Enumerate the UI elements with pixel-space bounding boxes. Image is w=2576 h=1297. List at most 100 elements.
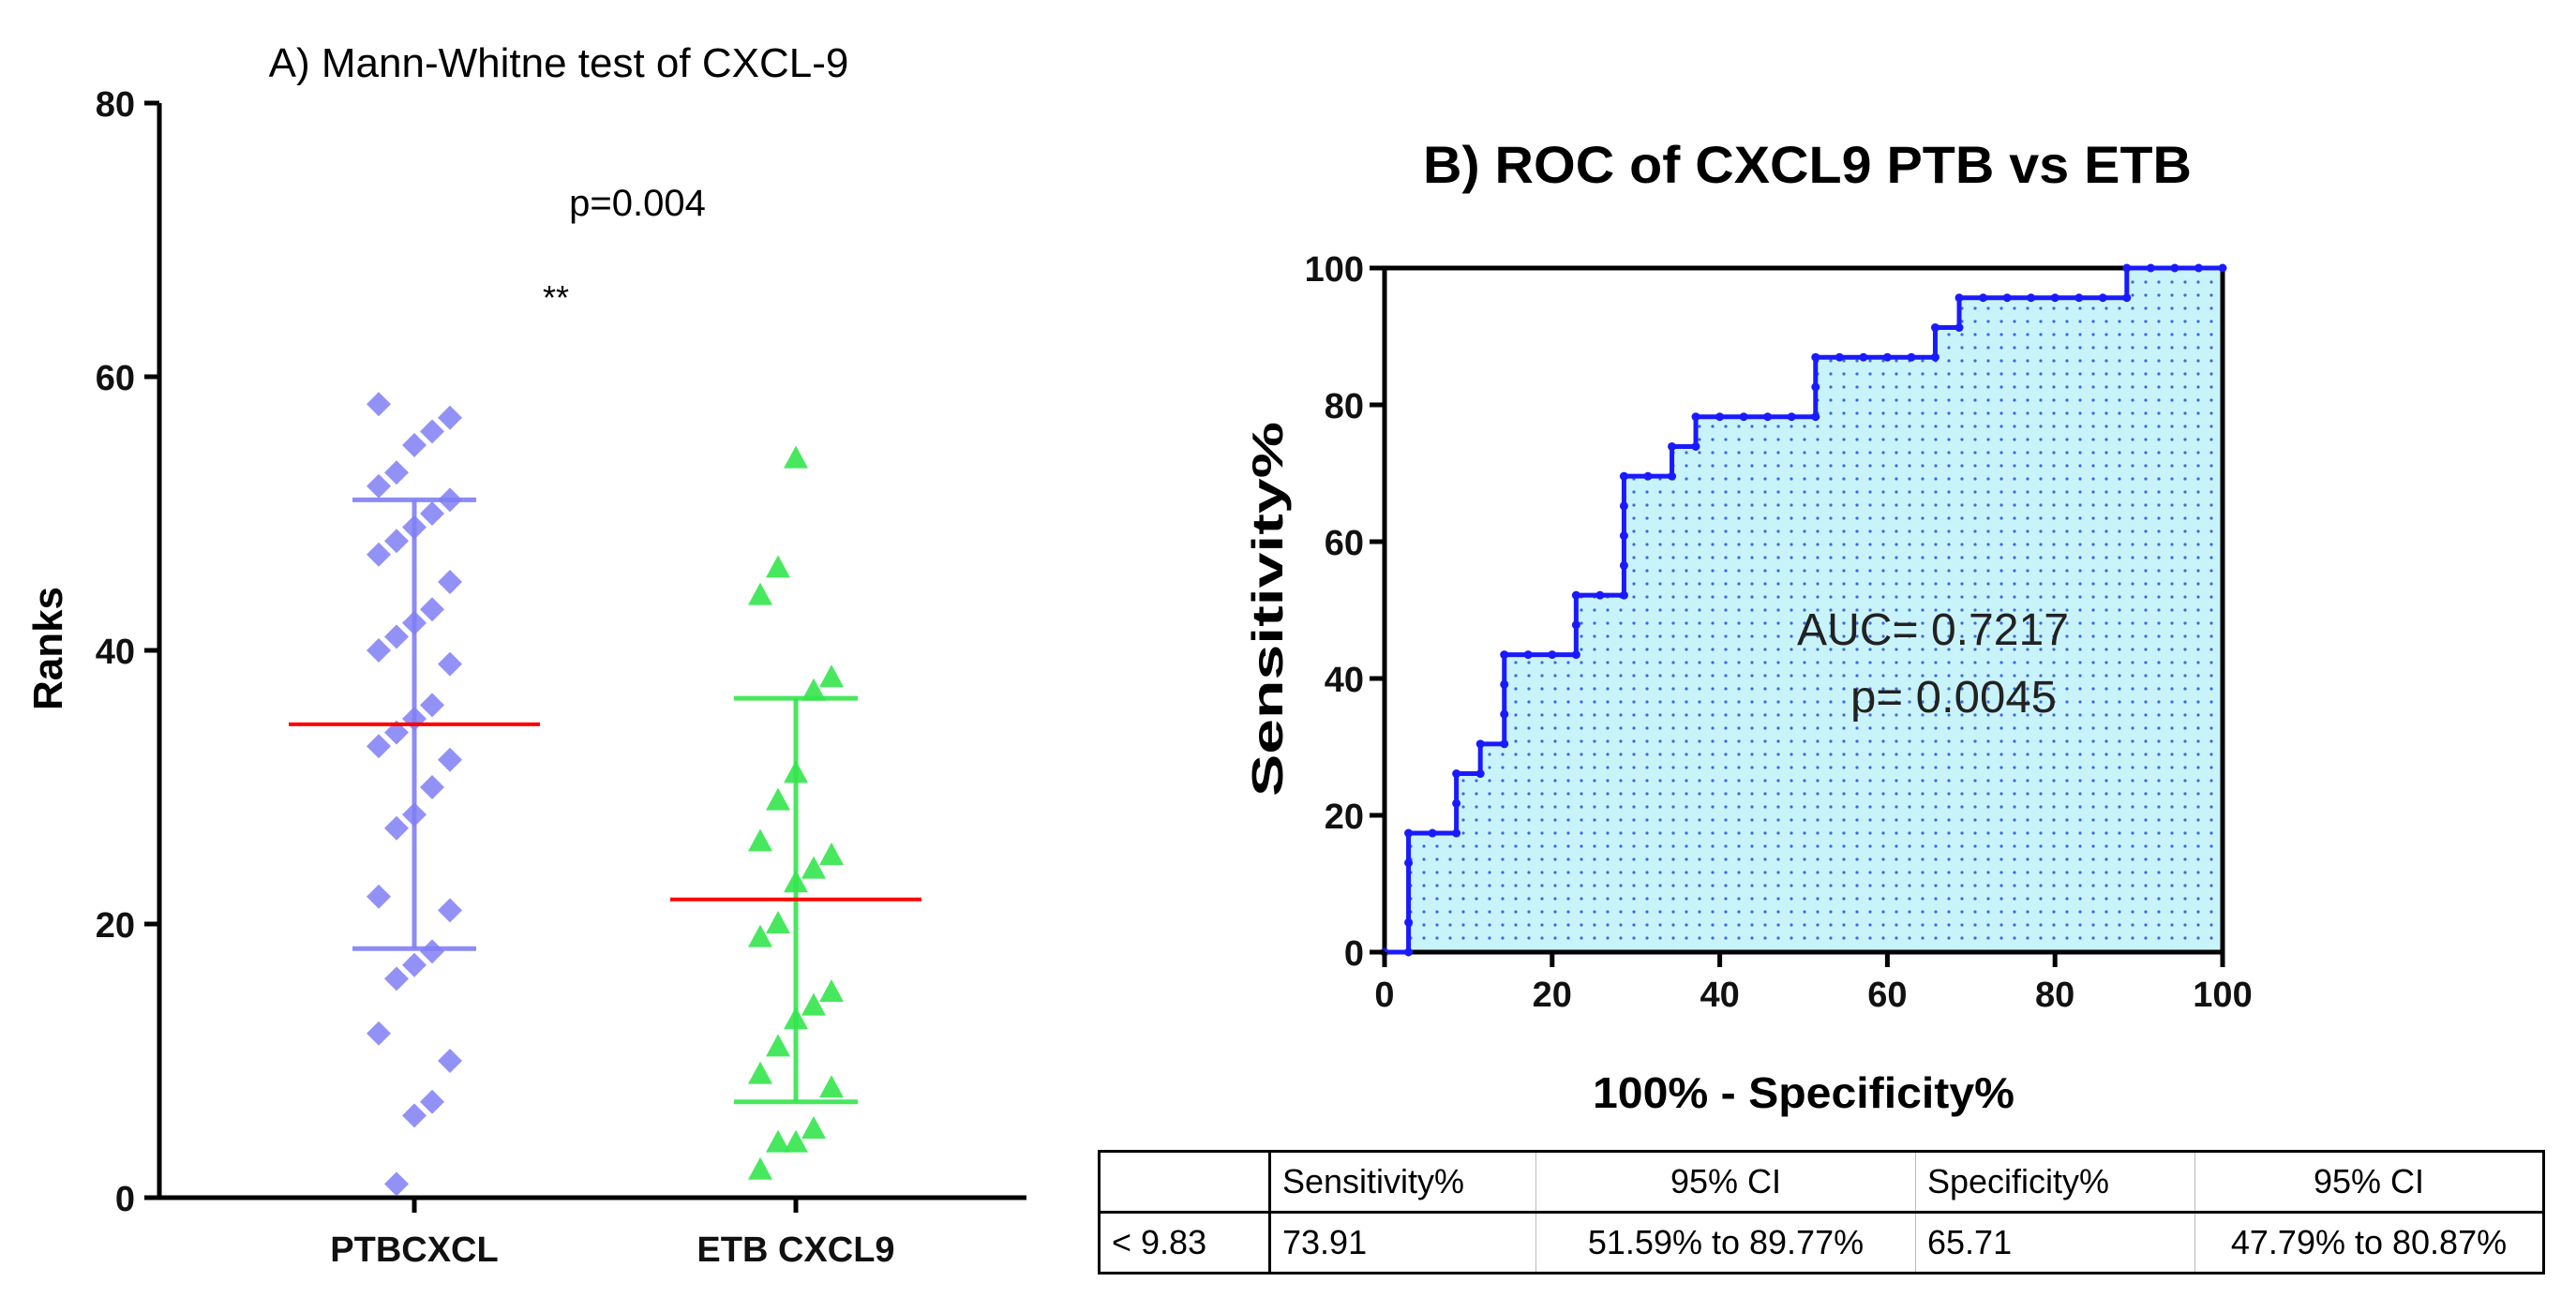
panel-a-y-axis-label: Ranks	[25, 587, 71, 710]
roc-point	[1691, 412, 1700, 422]
etb-data-point	[819, 842, 844, 865]
roc-point	[2170, 263, 2179, 273]
roc-point	[1404, 858, 1414, 868]
ptb-data-point	[384, 624, 409, 649]
roc-point	[1500, 650, 1509, 660]
y-tick-label: 0	[1344, 934, 1364, 974]
ptb-data-point	[402, 952, 427, 977]
etb-data-point	[748, 1061, 772, 1084]
table-header-row: Sensitivity% 95% CI Specificity% 95% CI	[1099, 1151, 2544, 1214]
etb-data-point	[801, 678, 826, 701]
roc-cutoff-table: Sensitivity% 95% CI Specificity% 95% CI …	[1098, 1150, 2545, 1275]
panel-a-scatter: A) Mann-Whitne test of CXCL-9 Ranks p=0.…	[25, 40, 1026, 1270]
roc-point	[1619, 531, 1628, 541]
roc-p-value: p= 0.0045	[1850, 673, 2057, 723]
y-tick-label: 40	[1325, 661, 1364, 700]
table-header-cell: 95% CI	[2194, 1151, 2544, 1214]
x-tick-label: 20	[1533, 976, 1572, 1015]
table-cell: 51.59% to 89.77%	[1535, 1212, 1916, 1274]
ptb-data-point	[384, 720, 409, 745]
roc-point	[1452, 798, 1461, 808]
etb-data-point	[766, 1129, 790, 1153]
x-tick-label: 0	[1374, 976, 1394, 1015]
roc-point	[2027, 293, 2036, 303]
y-tick-label: 40	[96, 633, 135, 672]
roc-point	[1859, 352, 1868, 362]
roc-point	[2002, 293, 2012, 303]
table-cell: < 9.83	[1099, 1212, 1271, 1274]
etb-data-point	[748, 1156, 772, 1180]
roc-point	[2074, 293, 2084, 303]
etb-data-point	[819, 664, 844, 688]
ptb-data-point	[420, 419, 444, 444]
roc-point	[2098, 293, 2107, 303]
ptb-data-point	[384, 966, 409, 991]
panel-b-roc: B) ROC of CXCL9 PTB vs ETB 0 20 40 60 80 100 0…	[1243, 135, 2253, 1117]
panel-a-title: A) Mann-Whitne test of CXCL-9	[269, 40, 849, 86]
ptb-data-point	[438, 747, 462, 772]
table-header-cell: Sensitivity%	[1269, 1151, 1536, 1214]
roc-x-axis-label: 100% - Specificity%	[1593, 1068, 2014, 1117]
roc-point	[1619, 501, 1628, 511]
ptb-data-point	[438, 570, 462, 594]
roc-point	[1739, 412, 1748, 422]
roc-point	[1571, 650, 1580, 660]
roc-point	[1452, 828, 1461, 838]
roc-point	[1404, 947, 1414, 957]
etb-data-point	[819, 979, 844, 1002]
roc-point	[1882, 352, 1892, 362]
roc-point	[1930, 352, 1939, 362]
etb-data-point	[766, 1034, 790, 1057]
ptb-data-point	[367, 884, 391, 909]
table-cell: 73.91	[1269, 1212, 1536, 1274]
ptb-data-point	[420, 501, 444, 526]
roc-point	[1595, 590, 1605, 600]
ptb-data-point	[367, 1021, 391, 1046]
ptb-data-point	[402, 433, 427, 457]
table-header-cell	[1099, 1151, 1271, 1214]
table-cell: 47.79% to 80.87%	[2194, 1212, 2544, 1274]
roc-point	[1930, 323, 1939, 333]
roc-point	[1691, 441, 1700, 451]
ptb-data-point	[420, 1089, 444, 1114]
x-tick-label: ETB CXCL9	[696, 1230, 894, 1270]
etb-data-point	[801, 1116, 826, 1139]
auc-label: AUC= 0.7217	[1797, 605, 2069, 655]
etb-data-point	[819, 1075, 844, 1098]
x-tick-label: 100	[2193, 976, 2252, 1015]
auc-area	[1385, 268, 2223, 952]
ptb-data-point	[402, 1103, 427, 1128]
y-tick-label: 80	[1325, 387, 1364, 426]
roc-point	[1643, 471, 1653, 481]
roc-point	[1979, 293, 1988, 303]
roc-point	[1763, 412, 1773, 422]
roc-point	[1668, 441, 1677, 451]
panel-a-p-value: p=0.004	[569, 183, 706, 224]
roc-point	[1619, 560, 1628, 570]
table-cell: 65.71	[1915, 1212, 2195, 1274]
roc-point	[2050, 293, 2059, 303]
x-tick-label: 40	[1700, 976, 1739, 1015]
roc-point	[1619, 590, 1628, 600]
roc-point	[2194, 263, 2203, 273]
roc-point	[1475, 769, 1485, 779]
roc-point	[1954, 293, 1964, 303]
ptb-data-point	[438, 1049, 462, 1073]
panel-b-title: B) ROC of CXCL9 PTB vs ETB	[1423, 135, 2192, 194]
x-tick-label: 60	[1867, 976, 1907, 1015]
etb-data-point	[748, 828, 772, 852]
ptb-data-point	[384, 460, 409, 485]
etb-data-point	[784, 1129, 808, 1153]
ptb-data-point	[420, 939, 444, 964]
etb-data-point	[784, 445, 808, 469]
etb-data-point	[801, 992, 826, 1016]
roc-y-axis-label: Sensitivity%	[1243, 422, 1292, 797]
roc-point	[2122, 263, 2132, 273]
ptb-data-point	[384, 529, 409, 554]
y-tick-label: 20	[96, 906, 135, 946]
ptb-data-point	[384, 1171, 409, 1197]
roc-point	[1404, 828, 1414, 838]
roc-point	[1571, 590, 1580, 600]
ptb-data-point	[420, 775, 444, 799]
